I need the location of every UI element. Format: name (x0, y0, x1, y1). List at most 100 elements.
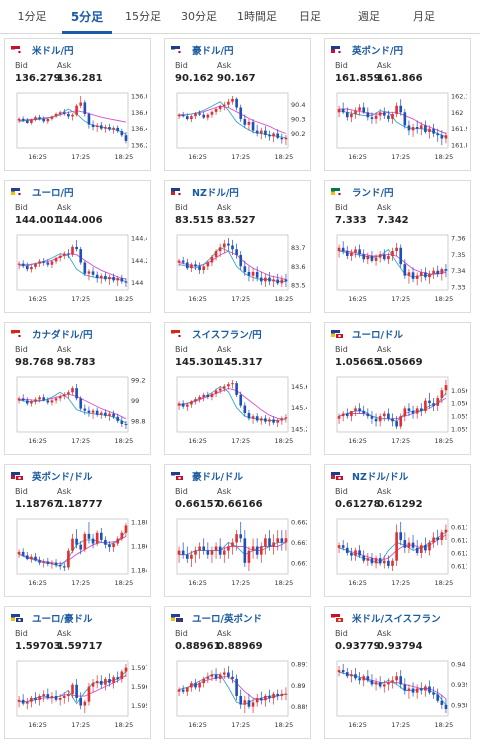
pair-name[interactable]: NZドル/ドル (352, 472, 409, 483)
candle-body (112, 413, 115, 417)
currency-card[interactable]: ランド/円 Bid Ask 7.333 7.342 7.36 7.35 7.34 7.33 16:… (324, 180, 471, 313)
currency-card[interactable]: 豪ドル/円 Bid Ask 90.162 90.167 90.4 90.3 90.2 16:25… (164, 38, 311, 171)
candle (276, 273, 280, 286)
candle-body (440, 532, 444, 541)
candlestick-chart[interactable]: 0.613 0.6125 0.612 0.6115 16:25 17:25 18:25 (329, 515, 467, 593)
currency-flag-icon (331, 613, 344, 623)
candlestick-chart[interactable]: 1.0565 1.056 1.0555 1.055 16:25 17:25 18:25 (329, 373, 467, 451)
pair-name[interactable]: ユーロ/英ポンド (192, 614, 262, 625)
candle (42, 394, 46, 402)
candle-body (370, 416, 374, 419)
y-tick-label: 144.2 (131, 257, 147, 265)
candle-body (243, 119, 247, 125)
candle (112, 675, 115, 689)
tab-timeframe[interactable]: 月足 (413, 10, 435, 23)
candle-body (428, 273, 431, 278)
y-tick-label: 0.6115 (451, 562, 467, 570)
candlestick-chart[interactable]: 83.7 83.6 83.5 16:25 17:25 18:25 (169, 231, 307, 309)
pair-name[interactable]: ユーロ/円 (32, 188, 74, 199)
currency-card[interactable]: NZドル/円 Bid Ask 83.515 83.527 83.7 83.6 83.5 16:2… (164, 180, 311, 313)
pair-name[interactable]: カナダドル/円 (32, 330, 93, 341)
candle-body (42, 397, 46, 401)
currency-flag-icon (11, 187, 24, 197)
currency-card[interactable]: 豪ドル/ドルBidAsk0.661570.661660.6620.66150.6… (164, 464, 311, 597)
currency-card[interactable]: 米ドル/スイスフランBidAsk0.937790.937940.940.9390… (324, 606, 471, 739)
tab-timeframe[interactable]: 30分足 (181, 10, 217, 23)
currency-card[interactable]: スイスフラン/円BidAsk145.301145.317145.6145.414… (164, 322, 311, 455)
tab-timeframe[interactable]: 5分足 (62, 0, 112, 34)
candle (206, 260, 210, 271)
candlestick-chart[interactable]: 144.4 144.2 144 16:25 17:25 18:25 (9, 231, 147, 309)
currency-card[interactable]: ユーロ/ドルBidAsk1.056651.056691.05651.0561.0… (324, 322, 471, 455)
pair-name[interactable]: ユーロ/ドル (352, 330, 403, 341)
pair-name[interactable]: 英ポンド/円 (352, 46, 403, 57)
candle (21, 548, 25, 557)
candlestick-chart[interactable]: 0.662 0.6615 0.661 16:25 17:25 18:25 (169, 515, 307, 593)
candle-body (444, 269, 448, 271)
candlestick-chart[interactable]: 1.597 1.596 1.595 16:25 17:25 18:25 (9, 657, 147, 735)
candle-body (185, 404, 189, 407)
candle-body (264, 277, 267, 282)
candle-body (38, 397, 41, 400)
tab-timeframe[interactable]: 1時間足 (237, 10, 277, 23)
candle-body (124, 423, 128, 425)
candle (247, 409, 251, 421)
candle-body (276, 279, 280, 284)
pair-name[interactable]: NZドル/円 (192, 188, 239, 199)
pair-name[interactable]: 米ドル/スイスフラン (352, 614, 441, 625)
x-tick-label: 18:25 (115, 295, 134, 303)
candle (91, 533, 95, 549)
candlestick-chart[interactable]: 7.36 7.35 7.34 7.33 16:25 17:25 18:25 (329, 231, 467, 309)
tab-timeframe[interactable]: 15分足 (125, 10, 161, 23)
candle-body (108, 127, 111, 130)
pair-name[interactable]: 米ドル/円 (32, 46, 74, 57)
pair-name[interactable]: スイスフラン/円 (192, 330, 262, 341)
x-tick-label: 17:25 (391, 295, 410, 303)
tab-timeframe[interactable]: 1分足 (17, 10, 47, 23)
pair-name[interactable]: ユーロ/豪ドル (32, 614, 93, 625)
currency-card[interactable]: ユーロ/英ポンドBidAsk0.889610.889690.8910.890.8… (164, 606, 311, 739)
candle (214, 249, 218, 261)
candle (415, 272, 419, 286)
pair-name[interactable]: 豪ドル/円 (192, 46, 234, 57)
candle-body (419, 408, 423, 411)
candle (91, 120, 95, 131)
candle-body (210, 111, 214, 115)
candle-body (21, 263, 25, 266)
candle (67, 249, 70, 259)
candle (251, 268, 255, 282)
tab-timeframe[interactable]: 週足 (358, 10, 380, 23)
candle-body (341, 109, 345, 113)
currency-card[interactable]: NZドル/ドルBidAsk0.612780.612920.6130.61250.… (324, 464, 471, 597)
bid-value: 0.66157 (175, 499, 221, 510)
x-tick-label: 16:25 (348, 295, 367, 303)
x-tick-label: 17:25 (391, 579, 410, 587)
candlestick-chart[interactable]: 145.6 145.4 145.2 16:25 17:25 18:25 (169, 373, 307, 451)
candle (62, 251, 66, 260)
candle-body (432, 403, 435, 406)
candlestick-chart[interactable]: 99.2 99 98.8 16:25 17:25 18:25 (9, 373, 147, 451)
candle (222, 668, 226, 679)
currency-card[interactable]: カナダドル/円 Bid Ask 98.768 98.783 99.2 99 98.8 16:25… (4, 322, 151, 455)
candlestick-chart[interactable]: 0.891 0.89 0.889 16:25 17:25 18:25 (169, 657, 307, 735)
candle (341, 540, 345, 551)
pair-name[interactable]: 英ポンド/ドル (32, 472, 93, 483)
candlestick-chart[interactable]: 0.94 0.939 0.938 16:25 17:25 18:25 (329, 657, 467, 735)
candlestick-chart[interactable]: 162.1 162 161.9 161.8 16:25 17:25 18:25 (329, 89, 467, 167)
candle (362, 674, 366, 687)
candle (116, 275, 120, 286)
candlestick-chart[interactable]: 1.188 1.186 1.184 16:25 17:25 18:25 (9, 515, 147, 593)
candlestick-chart[interactable]: 90.4 90.3 90.2 16:25 17:25 18:25 (169, 89, 307, 167)
pair-name[interactable]: ランド/円 (352, 188, 394, 199)
candle (419, 403, 423, 417)
pair-name[interactable]: 豪ドル/ドル (192, 472, 243, 483)
currency-card[interactable]: 英ポンド/円BidAsk161.859161.866162.1162161.91… (324, 38, 471, 171)
tab-timeframe[interactable]: 日足 (299, 10, 321, 23)
currency-card[interactable]: ユーロ/豪ドルBidAsk1.597031.597171.5971.5961.5… (4, 606, 151, 739)
candlestick-chart[interactable]: 136.8 136.6 136.4 136.2 16:25 17:25 18:25 (9, 89, 147, 167)
candle-body (231, 383, 234, 385)
candle-body (378, 416, 382, 422)
currency-card[interactable]: 英ポンド/ドルBidAsk1.187671.187771.1881.1861.1… (4, 464, 151, 597)
